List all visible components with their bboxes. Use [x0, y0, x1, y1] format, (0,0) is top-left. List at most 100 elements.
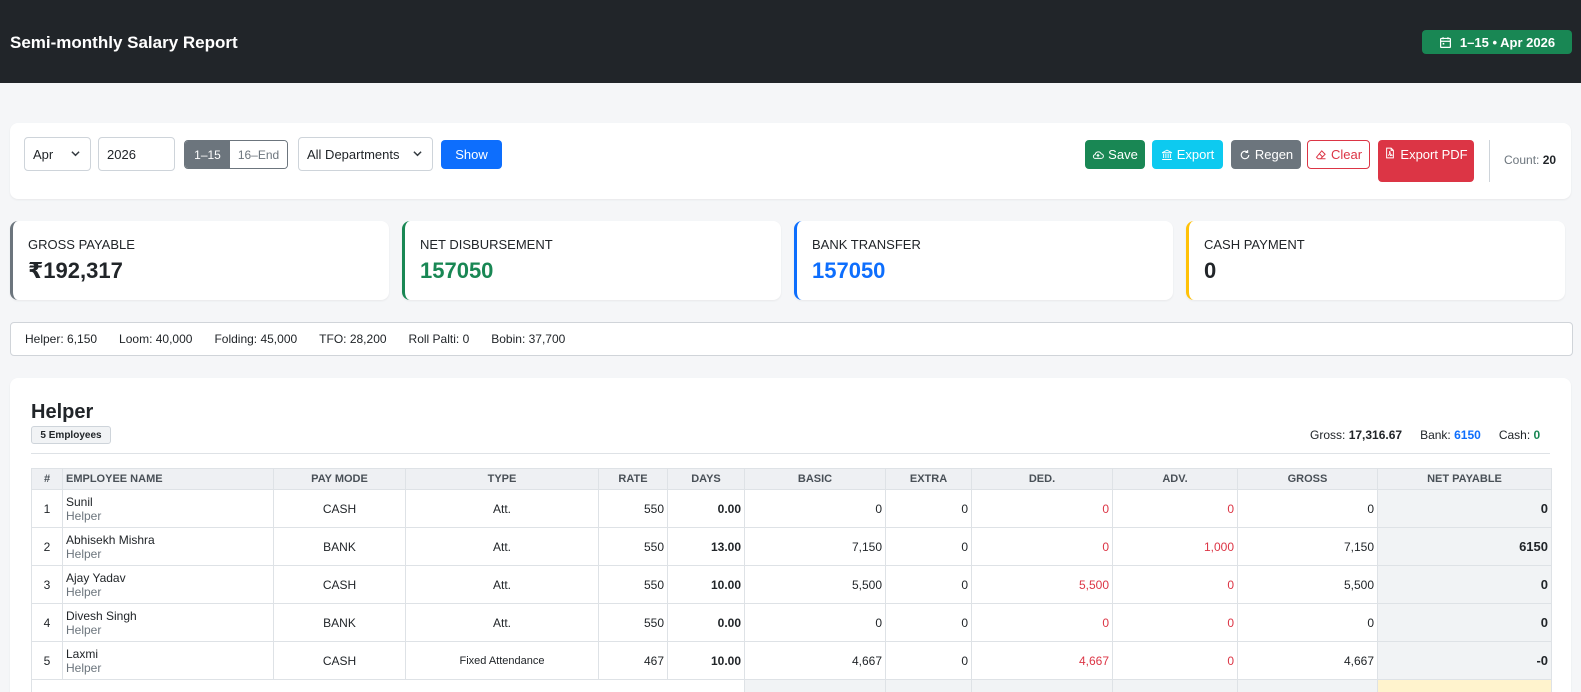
column-header: BASIC — [744, 468, 886, 490]
column-header: ADV. — [1112, 468, 1238, 490]
rate-cell: 550 — [598, 527, 668, 566]
basic-cell: 0 — [744, 603, 886, 642]
column-header: # — [31, 468, 63, 490]
section-cash-value: 0 — [1533, 428, 1541, 442]
section-gross: Gross: 17,316.67 — [1310, 428, 1402, 442]
section-divider — [31, 453, 1550, 454]
table-footer-row — [31, 679, 1552, 692]
stat-card-bank: BANK TRANSFER 157050 — [794, 221, 1173, 300]
days-cell: 13.00 — [667, 527, 745, 566]
net-payable-cell: 0 — [1377, 489, 1552, 528]
year-input-value: 2026 — [107, 146, 136, 162]
department-breakdown: Helper: 6,150 Loom: 40,000 Folding: 45,0… — [10, 322, 1573, 356]
basic-cell: 4,667 — [744, 641, 886, 680]
employee-name: Laxmi — [66, 646, 99, 661]
regen-button-label: Regen — [1254, 147, 1294, 162]
column-header: PAY MODE — [273, 468, 406, 490]
footer-cell — [1237, 679, 1378, 692]
half-first-button[interactable]: 1–15 — [185, 141, 230, 168]
gross-cell: 7,150 — [1237, 527, 1378, 566]
breakdown-item: TFO: 28,200 — [319, 332, 387, 346]
stat-value: 0 — [1204, 258, 1217, 283]
rate-cell: 550 — [598, 603, 668, 642]
regen-button[interactable]: Regen — [1231, 140, 1301, 169]
deduction-cell: 4,667 — [971, 641, 1113, 680]
chevron-down-icon — [413, 151, 422, 157]
half-second-button[interactable]: 16–End — [230, 141, 287, 168]
stat-label: CASH PAYMENT — [1204, 237, 1305, 252]
stat-label: BANK TRANSFER — [812, 237, 921, 252]
column-header: EXTRA — [885, 468, 972, 490]
record-count: Count: 20 — [1504, 153, 1556, 167]
section-gross-value: 17,316.67 — [1348, 428, 1403, 442]
cloud-upload-icon — [1093, 150, 1105, 159]
deduction-cell: 0 — [971, 489, 1113, 528]
export-button-label: Export — [1176, 147, 1215, 162]
show-button[interactable]: Show — [441, 140, 502, 169]
section-title: Helper — [31, 401, 94, 423]
stat-label: GROSS PAYABLE — [28, 237, 135, 252]
footer-cell — [971, 679, 1113, 692]
stat-card-gross: GROSS PAYABLE ₹192,317 — [10, 221, 389, 300]
column-header: DED. — [971, 468, 1113, 490]
days-cell: 10.00 — [667, 565, 745, 604]
pay-mode: CASH — [273, 489, 406, 528]
month-select-value: Apr — [33, 146, 54, 162]
footer-cell — [31, 679, 745, 692]
employee-role: Helper — [66, 660, 102, 675]
page-title: Semi-monthly Salary Report — [10, 33, 238, 52]
advance-cell: 0 — [1112, 603, 1238, 642]
pay-mode: BANK — [273, 527, 406, 566]
type-cell: Fixed Attendance — [405, 641, 599, 680]
breakdown-item: Folding: 45,000 — [214, 332, 298, 346]
save-button[interactable]: Save — [1085, 140, 1145, 169]
advance-cell: 0 — [1112, 641, 1238, 680]
net-payable-cell: -0 — [1377, 641, 1552, 680]
breakdown-item: Helper: 6,150 — [25, 332, 98, 346]
column-header: GROSS — [1237, 468, 1378, 490]
year-input[interactable]: 2026 — [98, 137, 175, 171]
employee-cell: Ajay Yadav Helper — [62, 565, 274, 604]
pay-mode: CASH — [273, 565, 406, 604]
deduction-cell: 0 — [971, 527, 1113, 566]
extra-cell: 0 — [885, 527, 972, 566]
extra-cell: 0 — [885, 603, 972, 642]
half-toggle: 1–15 16–End — [184, 140, 288, 169]
pay-mode: BANK — [273, 603, 406, 642]
bank-icon — [1161, 149, 1172, 160]
type-cell: Att. — [405, 603, 599, 642]
chevron-down-icon — [71, 151, 80, 157]
month-select[interactable]: Apr — [24, 137, 91, 171]
employee-cell: Sunil Helper — [62, 489, 274, 528]
row-number: 1 — [31, 489, 63, 528]
employee-cell: Laxmi Helper — [62, 641, 274, 680]
department-select-value: All Departments — [307, 146, 400, 162]
table-header-row: # EMPLOYEE NAME PAY MODE TYPE RATE DAYS … — [31, 468, 1552, 490]
eraser-icon — [1315, 149, 1326, 159]
employee-role: Helper — [66, 622, 102, 637]
column-header: DAYS — [667, 468, 745, 490]
employee-table: # EMPLOYEE NAME PAY MODE TYPE RATE DAYS … — [31, 468, 1552, 692]
rate-cell: 550 — [598, 565, 668, 604]
basic-cell: 5,500 — [744, 565, 886, 604]
row-number: 2 — [31, 527, 63, 566]
save-button-label: Save — [1108, 147, 1138, 162]
table-row: 5 Laxmi Helper CASH Fixed Attendance 467 … — [31, 641, 1552, 680]
stat-card-cash: CASH PAYMENT 0 — [1186, 221, 1565, 300]
section-cash-label: Cash: — [1498, 428, 1531, 442]
deduction-cell: 0 — [971, 603, 1113, 642]
advance-cell: 0 — [1112, 489, 1238, 528]
count-value: 20 — [1542, 153, 1557, 167]
days-cell: 0.00 — [667, 603, 745, 642]
clear-button[interactable]: Clear — [1307, 140, 1370, 169]
department-select[interactable]: All Departments — [298, 137, 433, 171]
employee-cell: Divesh Singh Helper — [62, 603, 274, 642]
export-pdf-button[interactable]: Export PDF — [1378, 140, 1474, 182]
basic-cell: 0 — [744, 489, 886, 528]
rate-cell: 467 — [598, 641, 668, 680]
gross-cell: 0 — [1237, 489, 1378, 528]
calendar-icon — [1439, 36, 1451, 48]
top-bar: Semi-monthly Salary Report 1–15 • Apr 20… — [0, 0, 1581, 83]
days-cell: 10.00 — [667, 641, 745, 680]
export-button[interactable]: Export — [1152, 140, 1223, 169]
